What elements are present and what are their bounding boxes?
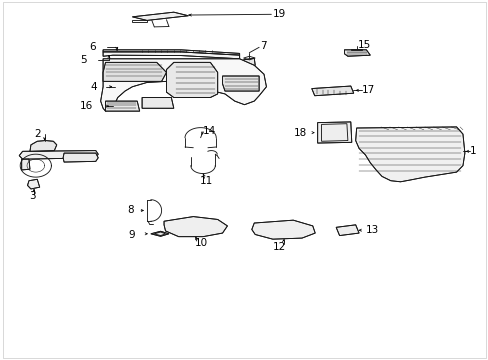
Text: 2: 2 <box>34 129 41 139</box>
Text: 19: 19 <box>272 9 285 19</box>
Text: 6: 6 <box>89 42 96 52</box>
Polygon shape <box>132 12 188 21</box>
Text: 3: 3 <box>29 191 36 201</box>
Text: 1: 1 <box>469 146 476 156</box>
Polygon shape <box>19 150 98 159</box>
Polygon shape <box>335 225 358 235</box>
Polygon shape <box>243 58 255 67</box>
Text: 11: 11 <box>199 176 212 186</box>
Text: 14: 14 <box>203 126 216 135</box>
Text: 18: 18 <box>294 128 307 138</box>
Text: 17: 17 <box>361 85 374 95</box>
Polygon shape <box>103 50 239 55</box>
Polygon shape <box>311 86 353 96</box>
Polygon shape <box>142 98 173 108</box>
Polygon shape <box>103 52 239 59</box>
Polygon shape <box>101 59 266 111</box>
Polygon shape <box>105 101 140 111</box>
Text: 10: 10 <box>194 238 207 248</box>
Polygon shape <box>251 220 315 239</box>
Polygon shape <box>344 50 369 56</box>
Text: 8: 8 <box>127 206 134 216</box>
Text: 13: 13 <box>365 225 378 235</box>
Polygon shape <box>151 231 168 236</box>
Polygon shape <box>21 159 30 170</box>
Polygon shape <box>166 62 217 98</box>
Polygon shape <box>355 127 464 182</box>
Text: 16: 16 <box>80 102 93 112</box>
Polygon shape <box>103 62 166 81</box>
Text: 9: 9 <box>128 230 135 239</box>
Text: 5: 5 <box>81 54 87 64</box>
Polygon shape <box>30 140 57 151</box>
Polygon shape <box>163 217 227 237</box>
Text: 7: 7 <box>260 41 266 51</box>
Polygon shape <box>27 179 40 189</box>
Text: 4: 4 <box>91 82 97 92</box>
Polygon shape <box>222 76 259 91</box>
Text: 12: 12 <box>272 242 285 252</box>
Polygon shape <box>317 122 351 143</box>
Text: 15: 15 <box>357 40 370 50</box>
Polygon shape <box>63 153 98 162</box>
